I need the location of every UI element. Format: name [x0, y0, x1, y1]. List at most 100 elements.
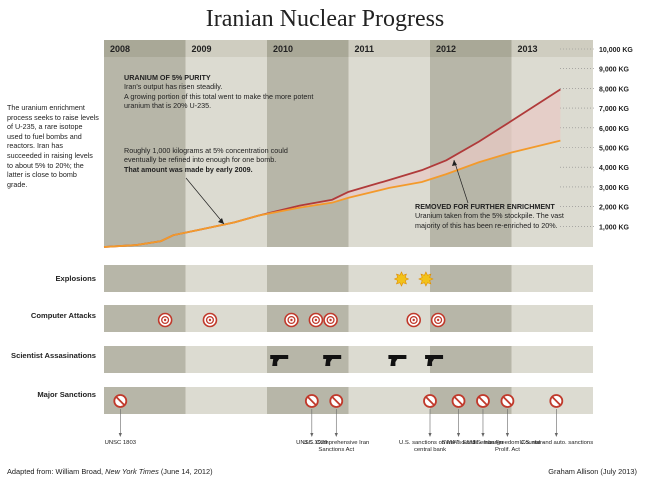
no-sign-slash	[306, 396, 317, 406]
purity-line2: A growing portion of this total went to …	[124, 91, 314, 111]
year-header-bg-2011	[348, 40, 430, 57]
purity-title: URANIUM OF 5% PURITY	[124, 73, 211, 82]
band-2008-3	[104, 346, 186, 373]
no-sign-slash	[115, 396, 126, 406]
target-icon-ring	[326, 315, 335, 325]
band-2011-4	[348, 387, 430, 414]
year-header-bg-2009	[185, 40, 267, 57]
year-header-bg-2013	[511, 40, 593, 57]
target-icon-ring	[409, 315, 418, 325]
bomb-annotation: Roughly 1,000 kilograms at 5% concentrat…	[124, 146, 309, 174]
target-icon-dot	[208, 318, 212, 322]
year-label-2011: 2011	[355, 44, 375, 54]
purity-line1: Iran's output has risen steadily.	[124, 82, 223, 92]
sanction-leader-head	[554, 433, 558, 437]
target-icon-dot	[290, 318, 293, 322]
year-header-bg-2012	[430, 40, 512, 57]
y-tick-label-5000: 5,000 KG	[599, 146, 630, 153]
removed-annotation: REMOVED FOR FURTHER ENRICHMENT Uranium t…	[415, 202, 590, 230]
band-2011-1	[348, 265, 430, 292]
row-label-explosions: Explosions	[55, 274, 96, 283]
band-2013-1	[511, 265, 593, 292]
band-2010-1	[267, 265, 349, 292]
year-label-2012: 2012	[436, 44, 456, 54]
no-sign-slash	[453, 396, 464, 406]
no-sign-slash	[425, 396, 435, 406]
sanction-leader-head	[428, 433, 432, 437]
sanction-leader-head	[310, 433, 314, 437]
year-header-bg-2010	[267, 40, 349, 57]
year-label-2009: 2009	[192, 44, 212, 54]
bomb-bold: That amount was made by early 2009.	[124, 164, 253, 174]
target-icon-ring	[205, 315, 215, 325]
band-2012-3	[430, 346, 512, 373]
explosion-icon	[418, 271, 434, 287]
band-2008-0	[104, 40, 186, 247]
credit-note: Graham Allison (July 2013)	[548, 467, 637, 476]
removed-title: REMOVED FOR FURTHER ENRICHMENT	[415, 202, 555, 211]
sanction-label: U.S. Iran Freedom Counter-Prolif. Act	[470, 440, 544, 454]
year-header-bg-2008	[104, 40, 186, 57]
band-2008-1	[104, 265, 186, 292]
year-label-2010: 2010	[273, 44, 293, 54]
no-sign-slash	[551, 396, 562, 406]
band-2011-0	[348, 40, 430, 247]
removed-pointer-head	[452, 160, 457, 166]
no-sign-slash	[478, 396, 488, 406]
sanction-leader-head	[456, 433, 461, 437]
sanction-leader-head	[505, 433, 510, 437]
band-2009-4	[185, 387, 267, 414]
target-icon-dot	[412, 318, 415, 322]
removed-text: Uranium taken from the 5% stockpile. The…	[415, 211, 564, 230]
purity-annotation: URANIUM OF 5% PURITY Iran's output has r…	[124, 73, 314, 111]
bomb-text: Roughly 1,000 kilograms at 5% concentrat…	[124, 146, 288, 165]
source-publication: New York Times	[105, 467, 159, 476]
bomb-pointer-head	[218, 218, 224, 224]
gun-icon	[270, 355, 289, 366]
sanction-label: UNSC 1929	[296, 440, 328, 446]
band-2008-2	[104, 305, 186, 332]
side-note: The uranium enrichment process seeks to …	[7, 103, 99, 189]
chart-title: Iranian Nuclear Progress	[205, 6, 445, 32]
source-date: (June 14, 2012)	[158, 467, 213, 476]
band-2011-3	[348, 346, 430, 373]
sanction-leader-head	[334, 433, 338, 437]
target-icon-dot	[314, 318, 318, 322]
target-icon-ring	[287, 315, 296, 325]
source-note: Adapted from: William Broad, New York Ti…	[7, 467, 213, 476]
sanction-leader-head	[118, 433, 122, 437]
gun-icon	[388, 355, 407, 366]
target-icon-ring	[161, 315, 170, 325]
explosion-icon	[393, 271, 410, 287]
removed-pointer-line	[453, 159, 469, 204]
band-2009-0	[185, 40, 267, 247]
sanction-label: U.S. rial and auto. sanctions	[519, 440, 594, 446]
band-2009-2	[185, 305, 267, 332]
y-tick-label-2000: 2,000 KG	[599, 205, 630, 212]
gun-icon	[425, 355, 444, 366]
series-line-stockpile	[103, 139, 561, 248]
row-label-scientist-assassinations: Scientist Assasinations	[11, 351, 96, 360]
gun-icon	[323, 355, 342, 366]
y-tick-label-1000: 1,000 KG	[599, 224, 630, 231]
y-tick-label-4000: 4,000 KG	[599, 165, 630, 172]
y-tick-label-7000: 7,000 KG	[599, 106, 630, 113]
y-tick-label-8000: 8,000 KG	[599, 86, 630, 93]
sanction-label: SWIFT cutoff	[441, 440, 476, 446]
target-icon-dot	[329, 318, 332, 322]
band-2010-0	[267, 40, 349, 247]
sanction-label: U.S. sanctions on Iran's central bank	[398, 440, 462, 454]
row-label-computer-attacks: Computer Attacks	[30, 311, 96, 320]
sanction-label: EU oil embargo	[462, 440, 504, 446]
y-tick-label-10000: 10,000 KG	[599, 47, 633, 54]
band-2013-3	[511, 346, 593, 373]
year-label-2013: 2013	[518, 44, 538, 54]
band-2013-2	[511, 305, 593, 332]
band-2012-4	[430, 387, 512, 414]
source-prefix: Adapted from: William Broad,	[7, 467, 106, 476]
target-icon-ring	[311, 315, 320, 325]
sanction-label: UNSC 1803	[104, 440, 137, 446]
y-tick-label-6000: 6,000 KG	[599, 126, 630, 133]
no-sign-slash	[502, 396, 513, 406]
